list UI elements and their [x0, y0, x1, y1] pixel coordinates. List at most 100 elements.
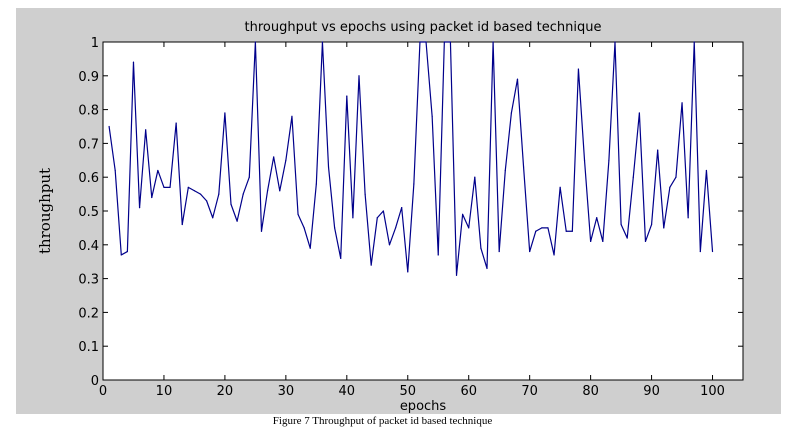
x-tick-label: 0	[99, 384, 107, 399]
plot-area	[102, 41, 744, 381]
data-point	[260, 230, 263, 232]
data-point	[407, 271, 409, 273]
data-point	[315, 183, 317, 185]
data-point	[602, 240, 604, 243]
data-point	[206, 200, 208, 202]
data-point	[401, 207, 403, 209]
data-point	[565, 230, 567, 232]
data-point	[437, 254, 439, 256]
data-point	[559, 186, 561, 188]
data-point	[248, 176, 250, 178]
data-point	[364, 193, 366, 195]
data-point	[218, 193, 220, 195]
data-point	[370, 264, 372, 266]
data-point	[583, 159, 586, 161]
data-point	[266, 190, 269, 192]
data-point	[675, 176, 677, 178]
data-point	[650, 223, 653, 226]
data-point	[571, 230, 573, 232]
data-point	[279, 190, 281, 192]
figure-caption: Figure 7 Throughput of packet id based t…	[272, 415, 493, 427]
data-point	[468, 227, 470, 229]
x-tick-label: 100	[700, 384, 725, 399]
x-tick-label: 70	[521, 384, 538, 399]
x-axis-label: epochs	[400, 399, 447, 414]
data-point	[327, 166, 330, 168]
data-point	[285, 159, 287, 161]
data-point	[413, 183, 415, 185]
data-point	[212, 217, 214, 219]
data-point	[382, 210, 384, 212]
data-point	[663, 227, 665, 229]
data-point	[474, 176, 476, 178]
y-tick-label: 0	[91, 374, 99, 389]
data-point	[291, 115, 293, 117]
data-point	[522, 166, 525, 168]
data-point	[236, 220, 238, 222]
data-point	[657, 149, 659, 151]
data-point	[297, 213, 299, 215]
data-point	[425, 41, 427, 43]
data-point	[321, 41, 324, 43]
data-point	[388, 244, 391, 246]
data-point	[138, 207, 141, 209]
data-point	[431, 115, 433, 117]
data-point	[608, 159, 610, 161]
y-axis-label: throughput	[36, 168, 54, 254]
x-tick-label: 30	[278, 384, 295, 399]
data-point	[529, 250, 531, 253]
data-point	[492, 41, 494, 43]
data-point	[577, 68, 580, 70]
data-point	[596, 217, 598, 219]
data-point	[303, 227, 305, 229]
data-point	[504, 169, 506, 172]
data-point	[535, 230, 537, 232]
axis-ticks: 0 10 20 30 40 50 60 70 80 90 100 0 0.1 0.2 0.3 0.4 0.5 0.…	[78, 36, 743, 399]
y-tick-label: 0.6	[78, 171, 99, 186]
data-point	[590, 240, 592, 243]
data-point	[510, 112, 512, 114]
chart-title: throughput vs epochs using packet id bas…	[245, 20, 602, 35]
y-tick-label: 0.9	[78, 70, 99, 85]
data-point	[175, 122, 177, 124]
y-tick-label: 0.8	[78, 104, 99, 119]
data-point	[346, 95, 348, 97]
data-point	[254, 41, 256, 43]
data-point	[273, 156, 275, 158]
data-point	[614, 41, 616, 43]
data-point	[462, 213, 464, 215]
data-point	[516, 78, 519, 80]
data-point	[145, 129, 147, 131]
data-point	[199, 193, 202, 195]
data-point	[242, 193, 244, 195]
data-point	[309, 247, 311, 249]
data-point	[163, 186, 165, 188]
data-point	[108, 125, 110, 128]
data-point	[334, 227, 336, 229]
data-point	[699, 250, 701, 253]
x-tick-label: 10	[156, 384, 173, 399]
data-point	[352, 217, 354, 219]
x-tick-label: 40	[339, 384, 356, 399]
data-point	[157, 169, 159, 172]
data-point	[547, 227, 549, 229]
x-tick-label: 90	[643, 384, 660, 399]
data-point	[376, 217, 378, 219]
data-point	[711, 250, 714, 253]
data-point	[449, 41, 452, 43]
data-point	[644, 240, 647, 243]
data-point	[693, 41, 695, 43]
y-tick-label: 1	[91, 36, 99, 51]
series-layer	[108, 41, 714, 276]
data-point	[705, 169, 708, 172]
data-point	[553, 254, 555, 256]
data-point	[443, 41, 445, 43]
data-point	[358, 75, 360, 77]
data-point	[480, 247, 482, 249]
data-point	[669, 186, 671, 188]
y-tick-label: 0.1	[78, 340, 99, 355]
data-point	[541, 227, 543, 229]
data-point	[455, 274, 458, 276]
x-tick-label: 60	[460, 384, 477, 399]
